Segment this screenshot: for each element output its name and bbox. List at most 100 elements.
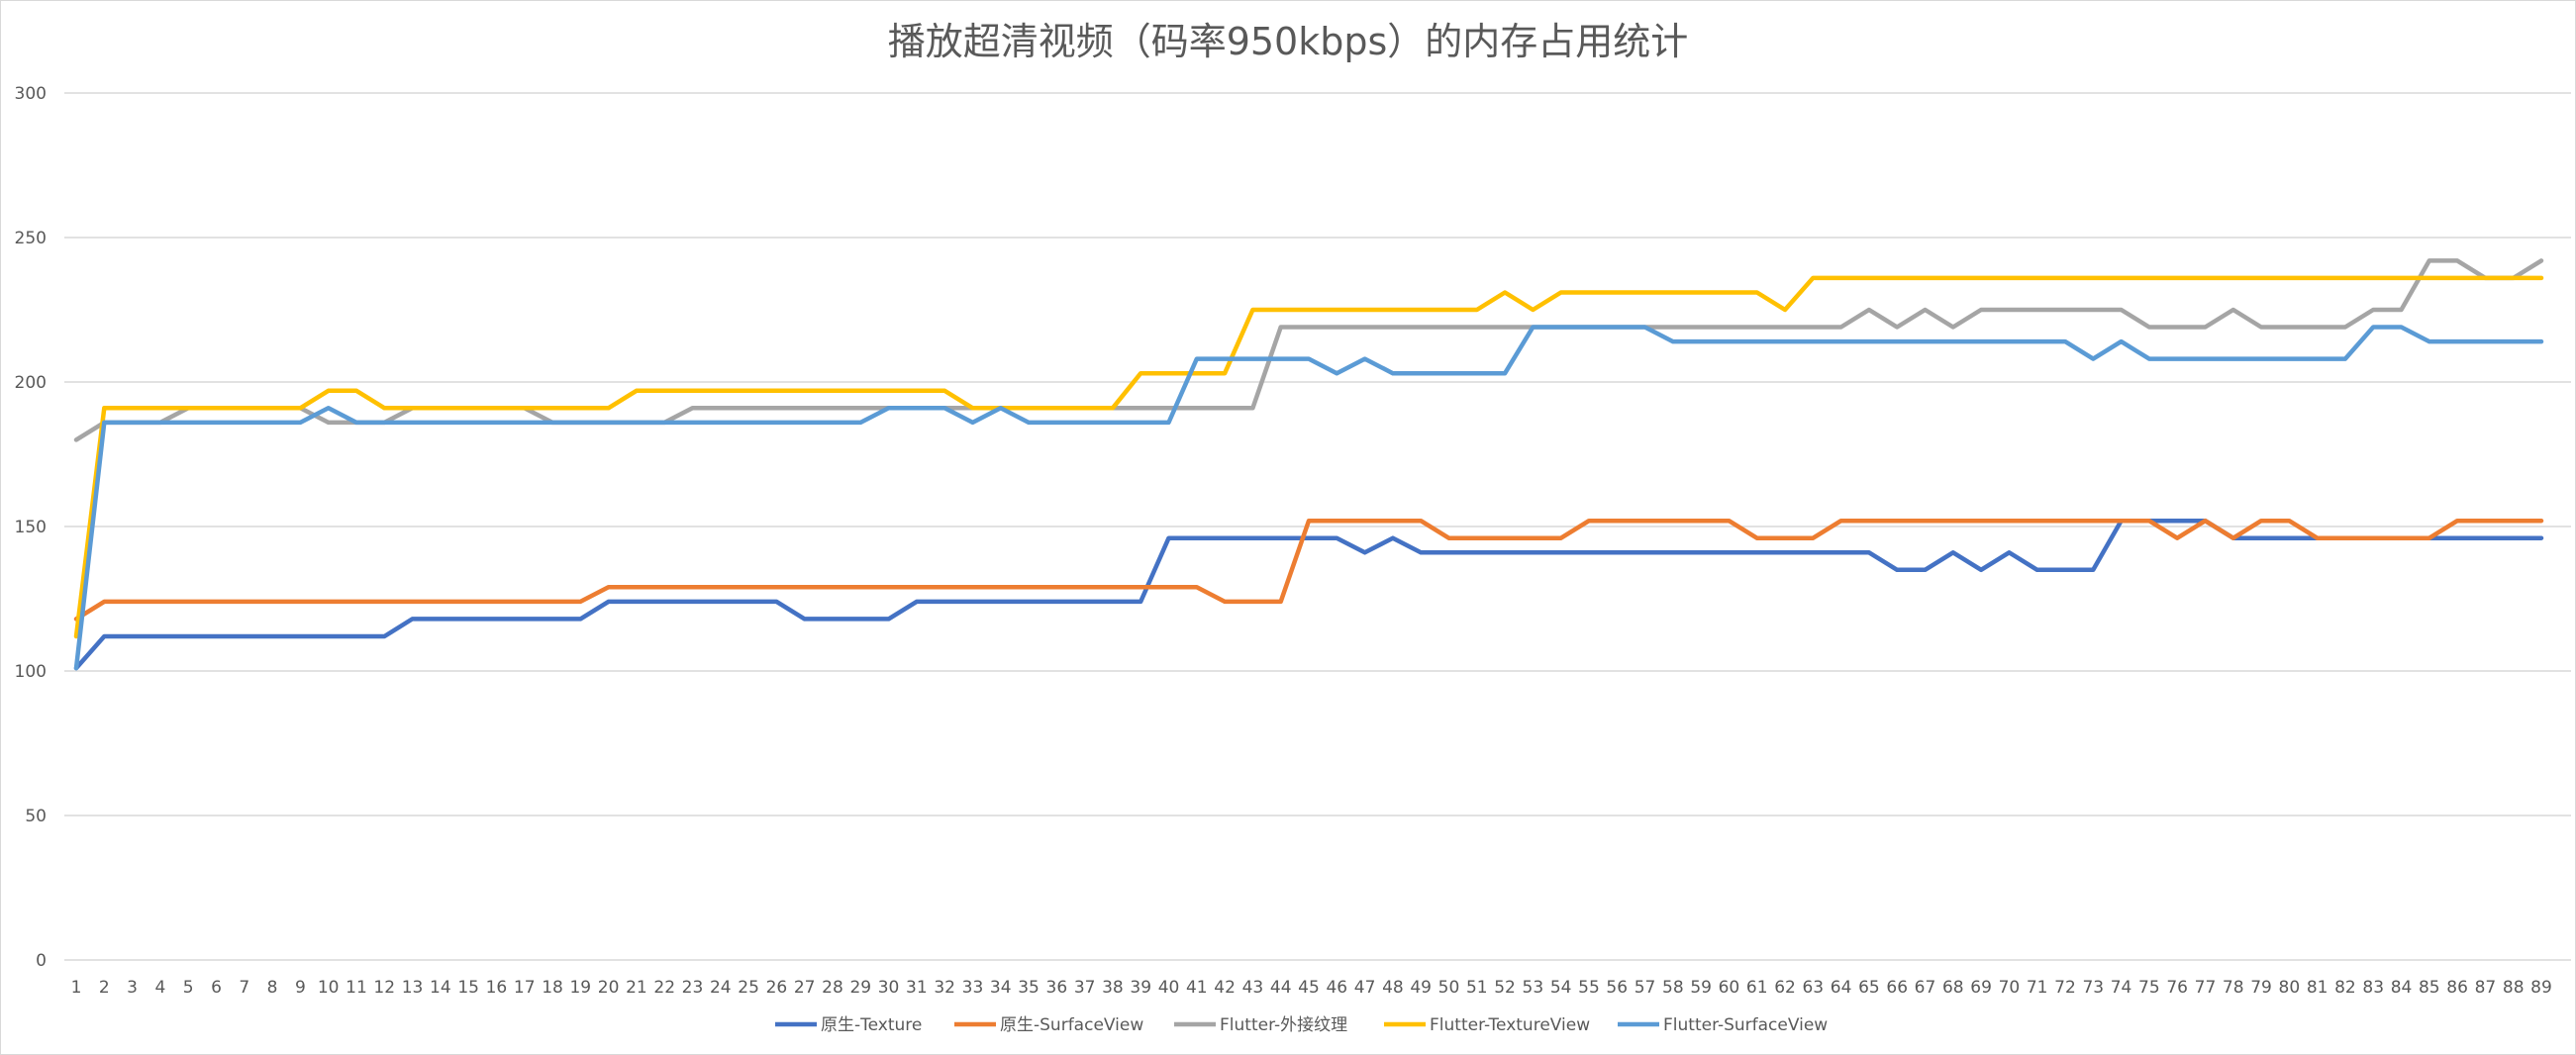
x-tick-label: 79 bbox=[2250, 978, 2272, 998]
x-tick-label: 71 bbox=[2027, 978, 2048, 998]
chart-title: 播放超清视频（码率950kbps）的内存占用统计 bbox=[888, 20, 1689, 63]
y-tick-label: 150 bbox=[15, 518, 47, 537]
x-tick-label: 37 bbox=[1074, 978, 1096, 998]
series-line-3 bbox=[73, 275, 2544, 639]
x-tick-label: 21 bbox=[626, 978, 647, 998]
x-tick-label: 23 bbox=[682, 978, 704, 998]
x-tick-label: 17 bbox=[514, 978, 536, 998]
x-tick-label: 58 bbox=[1662, 978, 1684, 998]
series-lines bbox=[73, 258, 2544, 671]
y-tick-label: 300 bbox=[15, 84, 47, 104]
x-tick-label: 40 bbox=[1158, 978, 1180, 998]
x-tick-label: 26 bbox=[766, 978, 788, 998]
x-tick-label: 78 bbox=[2223, 978, 2244, 998]
legend-label-1: 原生-SurfaceView bbox=[1000, 1015, 1143, 1035]
series-line-1 bbox=[73, 518, 2544, 622]
x-tick-label: 18 bbox=[542, 978, 563, 998]
x-tick-label: 62 bbox=[1774, 978, 1796, 998]
x-tick-label: 47 bbox=[1354, 978, 1376, 998]
x-tick-label: 24 bbox=[710, 978, 732, 998]
x-tick-label: 76 bbox=[2166, 978, 2188, 998]
legend: 原生-Texture 原生-SurfaceView Flutter-外接纹理 Flut… bbox=[775, 1015, 1828, 1035]
x-tick-label: 51 bbox=[1466, 978, 1488, 998]
x-tick-label: 64 bbox=[1831, 978, 1852, 998]
x-tick-label: 30 bbox=[878, 978, 900, 998]
x-tick-label: 59 bbox=[1690, 978, 1712, 998]
x-tick-label: 44 bbox=[1270, 978, 1292, 998]
x-tick-label: 3 bbox=[127, 978, 138, 998]
x-tick-label: 13 bbox=[402, 978, 424, 998]
series-line-4 bbox=[73, 325, 2544, 671]
x-tick-label: 80 bbox=[2279, 978, 2301, 998]
x-tick-label: 12 bbox=[373, 978, 395, 998]
x-tick-label: 48 bbox=[1382, 978, 1404, 998]
x-tick-label: 31 bbox=[906, 978, 928, 998]
x-tick-label: 63 bbox=[1802, 978, 1824, 998]
x-tick-label: 69 bbox=[1970, 978, 1992, 998]
legend-label-0: 原生-Texture bbox=[821, 1015, 922, 1035]
x-tick-label: 14 bbox=[430, 978, 451, 998]
x-tick-label: 70 bbox=[1999, 978, 2021, 998]
x-tick-label: 56 bbox=[1606, 978, 1628, 998]
x-tick-label: 42 bbox=[1214, 978, 1236, 998]
x-tick-label: 33 bbox=[962, 978, 984, 998]
x-tick-label: 34 bbox=[990, 978, 1012, 998]
x-tick-label: 2 bbox=[99, 978, 110, 998]
x-tick-label: 50 bbox=[1438, 978, 1460, 998]
series-line-2 bbox=[73, 258, 2544, 442]
x-tick-label: 54 bbox=[1550, 978, 1572, 998]
x-tick-label: 28 bbox=[822, 978, 843, 998]
x-tick-label: 60 bbox=[1719, 978, 1740, 998]
gridlines bbox=[64, 92, 2571, 961]
x-tick-label: 81 bbox=[2307, 978, 2328, 998]
x-tick-label: 4 bbox=[154, 978, 165, 998]
x-tick-label: 10 bbox=[318, 978, 340, 998]
y-tick-label: 100 bbox=[15, 662, 47, 682]
x-tick-label: 85 bbox=[2419, 978, 2440, 998]
x-tick-label: 5 bbox=[183, 978, 194, 998]
y-tick-label: 50 bbox=[25, 807, 47, 826]
y-tick-label: 0 bbox=[36, 951, 47, 971]
x-tick-label: 82 bbox=[2334, 978, 2356, 998]
x-tick-label: 36 bbox=[1046, 978, 1068, 998]
x-tick-label: 11 bbox=[346, 978, 367, 998]
x-tick-label: 88 bbox=[2503, 978, 2525, 998]
x-tick-label: 41 bbox=[1186, 978, 1208, 998]
x-tick-label: 43 bbox=[1242, 978, 1264, 998]
x-tick-label: 7 bbox=[239, 978, 249, 998]
series-line-0 bbox=[73, 518, 2544, 671]
x-tick-label: 16 bbox=[486, 978, 508, 998]
legend-label-4: Flutter-SurfaceView bbox=[1663, 1015, 1828, 1035]
x-tick-label: 39 bbox=[1130, 978, 1151, 998]
x-tick-label: 8 bbox=[267, 978, 278, 998]
y-tick-label: 200 bbox=[15, 373, 47, 393]
x-tick-label: 65 bbox=[1858, 978, 1880, 998]
x-tick-label: 83 bbox=[2362, 978, 2384, 998]
x-tick-label: 86 bbox=[2446, 978, 2468, 998]
legend-label-3: Flutter-TextureView bbox=[1430, 1015, 1590, 1035]
x-tick-label: 61 bbox=[1746, 978, 1768, 998]
x-tick-label: 38 bbox=[1102, 978, 1124, 998]
x-tick-label: 1 bbox=[71, 978, 82, 998]
x-tick-label: 89 bbox=[2530, 978, 2552, 998]
x-tick-label: 52 bbox=[1494, 978, 1516, 998]
x-tick-label: 25 bbox=[738, 978, 759, 998]
x-tick-label: 20 bbox=[598, 978, 620, 998]
x-tick-label: 57 bbox=[1635, 978, 1656, 998]
x-tick-label: 68 bbox=[1942, 978, 1964, 998]
x-tick-label: 55 bbox=[1578, 978, 1600, 998]
x-tick-label: 27 bbox=[794, 978, 816, 998]
x-tick-label: 53 bbox=[1523, 978, 1544, 998]
y-tick-label: 250 bbox=[15, 229, 47, 248]
x-tick-label: 19 bbox=[569, 978, 591, 998]
x-tick-label: 32 bbox=[934, 978, 955, 998]
x-tick-label: 75 bbox=[2138, 978, 2160, 998]
x-tick-label: 6 bbox=[211, 978, 222, 998]
y-axis-ticks: 0 50 100 150 200 250 300 bbox=[15, 84, 47, 971]
x-tick-label: 77 bbox=[2195, 978, 2217, 998]
x-tick-label: 49 bbox=[1410, 978, 1432, 998]
x-tick-label: 66 bbox=[1886, 978, 1908, 998]
x-axis-ticks: 1 2 3 4 5 6 7 8 9 10 11 12 13 14 15 16 17 18 19 20 21 22 23 24 2… bbox=[71, 978, 2552, 998]
